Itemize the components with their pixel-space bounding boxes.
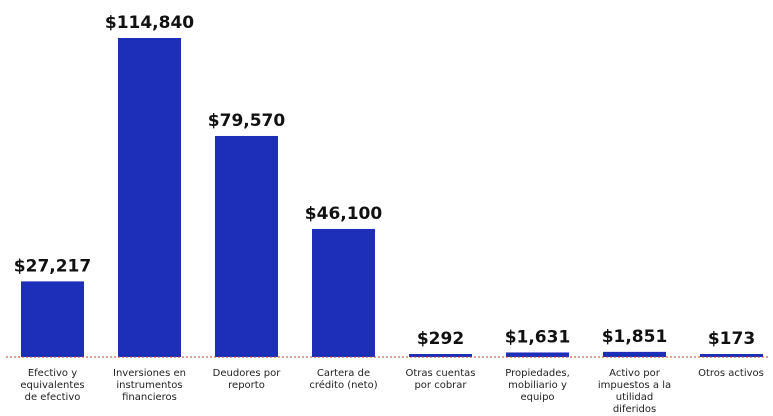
category-label-4-line-1: Cartera de [317,368,370,379]
category-label-1-line-2: equivalentes [20,380,84,391]
bar-1 [21,281,84,357]
bar-8 [700,354,763,357]
bar-4 [312,228,375,357]
value-labels-layer: $27,217 $114,840 $79,570 $46,100 $292 $1,631 $… [14,13,755,349]
bar-value-label-3: $79,570 [208,111,286,131]
category-label-1-line-3: de efectivo [25,392,81,403]
bar-value-label-7: $1,851 [602,327,668,347]
bar-value-label-4: $46,100 [305,204,383,224]
category-label-6-line-2: mobiliario y [508,380,567,391]
category-label-4-line-2: crédito (neto) [309,379,377,391]
category-label-1-line-1: Efectivo y [28,368,77,379]
category-label-7-line-2: impuestos a la [598,380,671,391]
bar-value-label-2: $114,840 [105,13,194,33]
bar-2 [118,38,181,357]
category-label-2-line-1: Inversiones en [113,368,186,379]
bar-value-label-6: $1,631 [505,327,571,347]
bar-7 [603,351,666,357]
category-label-7-line-1: Activo por [609,368,661,379]
bars-layer [21,38,763,357]
category-label-5-line-2: por cobrar [414,380,467,391]
bar-3 [215,135,278,357]
bar-value-label-5: $292 [417,329,464,349]
category-label-6-line-3: equipo [520,392,554,403]
category-label-2-line-2: instrumentos [116,380,182,391]
category-label-7-line-3: utilidad [616,392,653,403]
category-label-3-line-2: reporto [228,380,265,391]
category-label-6-line-1: Propiedades, [505,368,570,379]
bar-value-label-8: $173 [708,329,755,349]
category-label-8-line-1: Otros activos [698,368,764,379]
category-label-3-line-1: Deudores por [213,368,282,379]
category-label-2-line-3: financieros [122,392,177,403]
category-label-7-line-4: diferidos [613,404,656,415]
bar-5 [409,354,472,357]
category-label-5-line-1: Otras cuentas [405,368,475,379]
bar-6 [506,352,569,357]
bar-value-label-1: $27,217 [14,256,91,276]
